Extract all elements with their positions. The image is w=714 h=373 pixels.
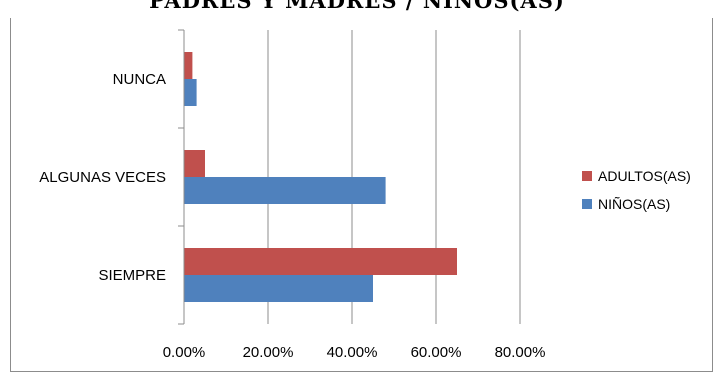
x-tick-label: 0.00%: [163, 344, 206, 361]
legend-label-adultos-as: ADULTOS(AS): [598, 168, 691, 184]
x-tick-label: 20.00%: [243, 344, 294, 361]
x-tick-label: 40.00%: [327, 344, 378, 361]
bar-adultos-as-nunca: [184, 52, 193, 79]
legend-swatch-ni-os-as: [582, 199, 592, 209]
bar-ni-os-as-siempre: [184, 275, 373, 302]
legend-label-ni-os-as: NIÑOS(AS): [598, 196, 670, 212]
bar-adultos-as-siempre: [184, 248, 457, 275]
bar-adultos-as-algunas-veces: [184, 150, 205, 177]
y-tick-label: ALGUNAS VECES: [39, 169, 166, 186]
y-tick-label: NUNCA: [113, 71, 166, 88]
chart-frame: [10, 18, 713, 372]
bar-ni-os-as-nunca: [184, 79, 197, 106]
y-tick-label: SIEMPRE: [98, 267, 166, 284]
bar-ni-os-as-algunas-veces: [184, 177, 386, 204]
x-tick-label: 60.00%: [411, 344, 462, 361]
chart-title: PADRES Y MADRES / NIÑOS(AS): [149, 0, 565, 13]
legend-swatch-adultos-as: [582, 171, 592, 181]
x-tick-label: 80.00%: [495, 344, 546, 361]
